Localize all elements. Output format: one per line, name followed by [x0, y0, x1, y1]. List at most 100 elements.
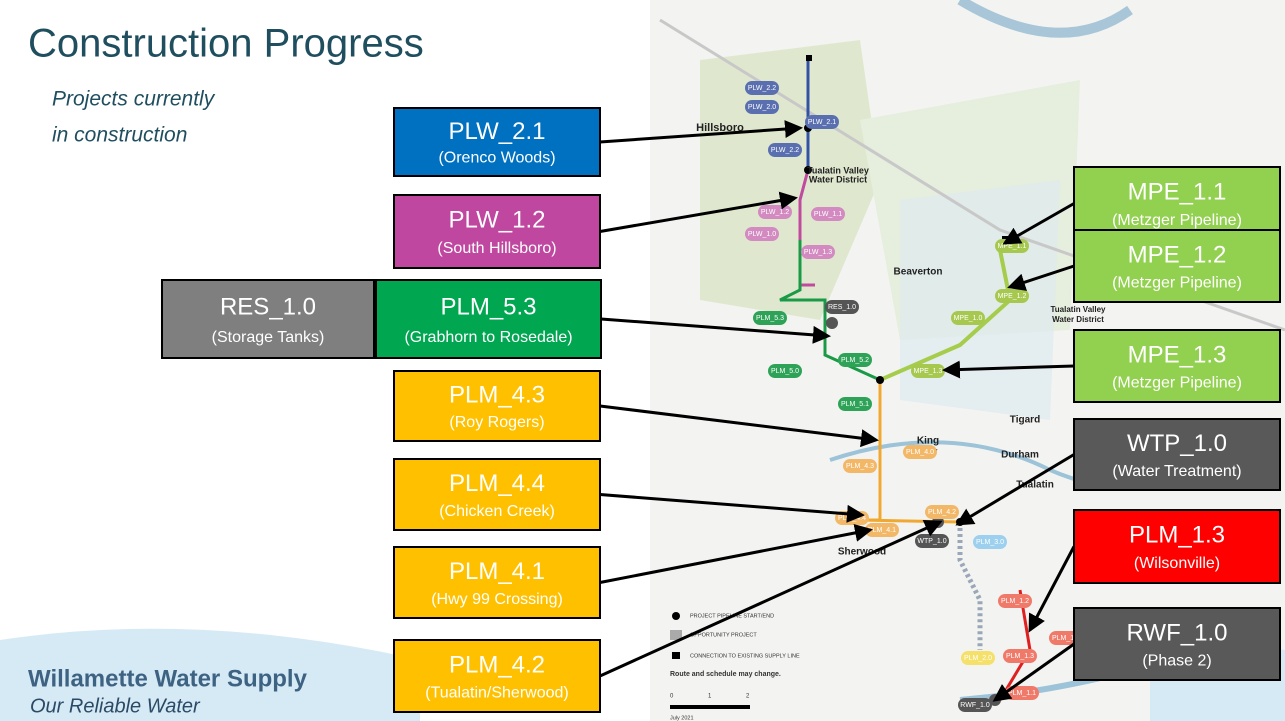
callout-name: (Chicken Creek) [439, 503, 555, 520]
arrow [599, 404, 879, 448]
callout-code: RWF_1.0 [1127, 619, 1228, 646]
place-label: Beaverton [894, 267, 943, 278]
place-label: Tigard [1010, 415, 1040, 426]
map-pill-label: MPE_1.2 [998, 293, 1027, 300]
map-pill [745, 100, 779, 114]
map-pill-label: PLW_2.2 [748, 85, 776, 92]
arrow [1028, 545, 1076, 633]
arrow [599, 493, 865, 523]
legend-text: CONNECTION TO EXISTING SUPPLY LINE [690, 653, 800, 659]
place-label: Water District [809, 174, 867, 184]
map-pill [811, 207, 845, 221]
map-pill-label: PLW_1.3 [804, 249, 832, 256]
map-pill [753, 311, 787, 325]
callout-code: PLM_4.1 [449, 558, 545, 585]
scale-label: 0 [670, 694, 674, 700]
arrow [599, 120, 803, 144]
callout-box [393, 194, 601, 269]
map-pill [903, 445, 937, 459]
map-pill-label: PLW_1.2 [761, 209, 789, 216]
place-label: King [917, 436, 939, 447]
map-pill [925, 505, 959, 519]
callout-code: PLW_2.1 [449, 118, 546, 145]
map-pill-label: PLW_2.0 [748, 104, 776, 111]
map-pill-label: WTP_1.0 [917, 538, 946, 545]
callout-name: (Water Treatment) [1112, 463, 1241, 480]
map-pill [805, 115, 839, 129]
callout-name: (Hwy 99 Crossing) [431, 591, 563, 608]
map-pill [995, 289, 1029, 303]
map-pill [768, 143, 802, 157]
map-pill [951, 311, 985, 325]
callout-code: PLW_1.2 [449, 207, 546, 234]
callout-box [1073, 418, 1281, 491]
callout-name: (Metzger Pipeline) [1112, 374, 1242, 391]
subtitle: Projects currently [52, 88, 216, 111]
arrow [992, 642, 1075, 702]
logo-wave [0, 628, 420, 721]
map-pill [843, 459, 877, 473]
callout-box [393, 639, 601, 713]
callout-box [161, 279, 375, 359]
map-pill [865, 523, 899, 537]
map-pill-label: PLM_5.1 [841, 401, 869, 408]
map-pill [911, 364, 945, 378]
callout-code: MPE_1.3 [1128, 341, 1227, 368]
map-pill [825, 300, 859, 314]
map-pill [1005, 686, 1039, 700]
map-pill [915, 534, 949, 548]
callout-box [1073, 607, 1281, 681]
map-pill-label: MPE_1.3 [914, 368, 943, 375]
callout-code: RES_1.0 [220, 293, 316, 320]
callout-name: (Phase 2) [1142, 652, 1211, 669]
map-pill-label: MPE_1.0 [954, 315, 983, 322]
callout-box [1073, 509, 1281, 584]
callout-box [1073, 329, 1281, 403]
scale-label: 2 [746, 694, 750, 700]
arrow [942, 360, 1075, 379]
logo-name: Willamette Water Supply [28, 665, 308, 692]
map-pill-label: MPE_1.1 [998, 243, 1027, 250]
subtitle: in construction [52, 124, 187, 147]
callout-box [393, 546, 601, 619]
callout-code: MPE_1.1 [1128, 179, 1227, 206]
callout-name: (South Hillsboro) [437, 240, 556, 257]
map-pill-label: PLM_2.0 [964, 655, 992, 662]
place-label: Sherwood [838, 547, 886, 558]
map-pill-label: PLM_1.0 [1052, 635, 1080, 642]
callout-name: (Wilsonville) [1134, 555, 1220, 572]
arrow [599, 519, 943, 678]
callout-code: PLM_1.3 [1129, 522, 1225, 549]
place-label: Tualatin Valley [807, 165, 869, 175]
arrows [599, 120, 1076, 702]
place-label: Durham [1001, 450, 1039, 461]
map-pill-label: PLM_1.2 [1001, 598, 1029, 605]
callout-box [393, 370, 601, 442]
callout-name: (Metzger Pipeline) [1112, 274, 1242, 291]
map-pill [998, 594, 1032, 608]
callout-name: (Tualatin/Sherwood) [425, 684, 568, 701]
legend-text: Route and schedule may change. [670, 671, 781, 678]
map-pill [961, 651, 995, 665]
callout-box [393, 107, 601, 177]
place-label: Hillsboro [696, 122, 744, 134]
map-pill-label: PLM_5.3 [756, 315, 784, 322]
scale-label: 1 [708, 694, 712, 700]
map-pill-label: PLM_4.1 [868, 527, 896, 534]
map-pill-label: PLW_2.1 [808, 119, 836, 126]
arrow [1007, 264, 1075, 291]
map-pill [745, 81, 779, 95]
arrow [955, 453, 1075, 526]
map-pill [973, 535, 1007, 549]
map-pill-label: PLM_1.1 [1008, 690, 1036, 697]
callout-code: PLM_4.3 [449, 382, 545, 409]
legend-text: OPPORTUNITY PROJECT [690, 632, 757, 638]
arrow [599, 191, 798, 233]
callout-code: WTP_1.0 [1127, 430, 1227, 457]
arrow [1002, 202, 1075, 245]
place-label: Tualatin [1016, 480, 1054, 491]
map-pill-label: PLW_1.1 [814, 211, 842, 218]
map-pill [958, 698, 992, 712]
map-pill-label: PLM_4.0 [906, 449, 934, 456]
